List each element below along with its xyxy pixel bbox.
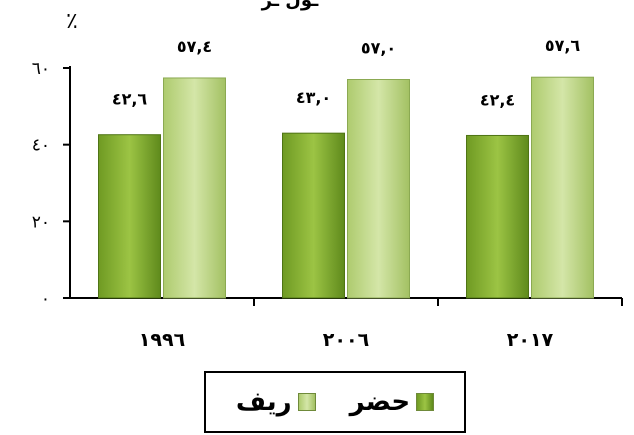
y-axis-ticks: ٠ ٢٠ ٤٠ ٦٠ (32, 59, 70, 309)
chart-axes (69, 66, 623, 306)
x-category-label: ١٩٩٦ (139, 329, 185, 351)
chart-title-fragment: ـول ـر (261, 0, 320, 11)
data-label-urban-0: ٤٢,٦ (112, 90, 148, 109)
bar-urban-0 (98, 134, 161, 299)
bar-urban-1 (282, 132, 345, 299)
data-label-urban-1: ٤٣,٠ (296, 88, 331, 107)
data-label-urban-2: ٤٢,٤ (480, 90, 515, 109)
data-label-rural-2: ٥٧,٦ (545, 36, 581, 55)
bar-series (98, 76, 594, 299)
x-category-label: ٢٠١٧ (507, 329, 554, 351)
y-axis-unit-label: ٪ (66, 9, 78, 34)
bar-urban-2 (466, 134, 529, 299)
y-tick-label: ٤٠ (32, 136, 50, 156)
y-tick-label: ٦٠ (32, 59, 50, 79)
bar-rural-1 (347, 79, 410, 299)
data-label-rural-0: ٥٧,٤ (177, 37, 212, 56)
legend-swatch-rural (297, 393, 316, 411)
legend-item-rural: ريف (236, 389, 316, 415)
x-category-label: ٢٠٠٦ (323, 329, 369, 351)
legend-item-urban: حضر (350, 389, 435, 415)
legend-label-urban: حضر (349, 387, 411, 417)
bar-rural-2 (531, 76, 594, 299)
legend-label-rural: ريف (235, 387, 292, 417)
data-label-rural-1: ٥٧,٠ (361, 39, 396, 58)
category-labels: ١٩٩٦ ٢٠٠٦ ٢٠١٧ (139, 329, 554, 351)
bar-rural-0 (163, 77, 226, 299)
legend: حضر ريف (204, 371, 466, 433)
legend-swatch-urban (416, 393, 435, 411)
data-labels: ٤٢,٦ ٥٧,٤ ٤٣,٠ ٥٧,٠ ٤٢,٤ ٥٧,٦ (112, 36, 581, 109)
y-tick-label: ٠ (41, 289, 50, 309)
y-tick-label: ٢٠ (32, 212, 50, 232)
